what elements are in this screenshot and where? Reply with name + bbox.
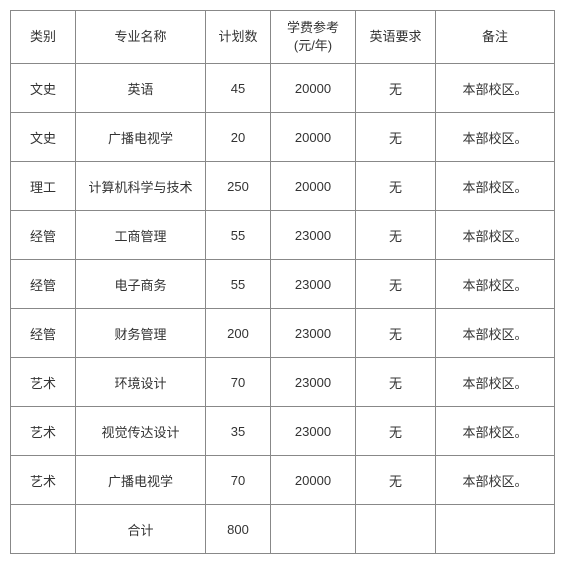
table-row: 经管电子商务5523000无本部校区。 — [11, 260, 555, 309]
cell-c3: 23000 — [271, 358, 356, 407]
cell-c2: 55 — [206, 211, 271, 260]
cell-c3: 20000 — [271, 162, 356, 211]
cell-c3: 23000 — [271, 309, 356, 358]
cell-c5: 本部校区。 — [436, 456, 555, 505]
col-header-remark: 备注 — [436, 11, 555, 64]
cell-c0: 经管 — [11, 309, 76, 358]
cell-c0: 艺术 — [11, 456, 76, 505]
cell-c2: 70 — [206, 358, 271, 407]
cell-c3: 23000 — [271, 260, 356, 309]
col-header-plan: 计划数 — [206, 11, 271, 64]
footer-english — [356, 505, 436, 554]
tuition-label-line1: 学费参考 — [287, 20, 339, 35]
cell-c3: 23000 — [271, 407, 356, 456]
footer-category — [11, 505, 76, 554]
cell-c0: 艺术 — [11, 407, 76, 456]
cell-c1: 财务管理 — [76, 309, 206, 358]
cell-c4: 无 — [356, 162, 436, 211]
col-header-category: 类别 — [11, 11, 76, 64]
cell-c0: 理工 — [11, 162, 76, 211]
cell-c4: 无 — [356, 456, 436, 505]
table-row: 艺术广播电视学7020000无本部校区。 — [11, 456, 555, 505]
cell-c4: 无 — [356, 260, 436, 309]
enrollment-table: 类别 专业名称 计划数 学费参考 (元/年) 英语要求 备注 文史英语45200… — [10, 10, 555, 554]
cell-c0: 艺术 — [11, 358, 76, 407]
table-row: 经管财务管理20023000无本部校区。 — [11, 309, 555, 358]
cell-c3: 20000 — [271, 456, 356, 505]
cell-c5: 本部校区。 — [436, 162, 555, 211]
table-footer-row: 合计 800 — [11, 505, 555, 554]
cell-c1: 广播电视学 — [76, 456, 206, 505]
cell-c5: 本部校区。 — [436, 407, 555, 456]
cell-c1: 工商管理 — [76, 211, 206, 260]
cell-c2: 55 — [206, 260, 271, 309]
cell-c1: 视觉传达设计 — [76, 407, 206, 456]
cell-c2: 250 — [206, 162, 271, 211]
table-row: 文史英语4520000无本部校区。 — [11, 64, 555, 113]
cell-c3: 20000 — [271, 64, 356, 113]
table-row: 经管工商管理5523000无本部校区。 — [11, 211, 555, 260]
cell-c5: 本部校区。 — [436, 260, 555, 309]
cell-c5: 本部校区。 — [436, 113, 555, 162]
cell-c4: 无 — [356, 113, 436, 162]
table-row: 艺术环境设计7023000无本部校区。 — [11, 358, 555, 407]
table-row: 理工计算机科学与技术25020000无本部校区。 — [11, 162, 555, 211]
cell-c2: 35 — [206, 407, 271, 456]
cell-c5: 本部校区。 — [436, 309, 555, 358]
footer-total-label: 合计 — [76, 505, 206, 554]
table-row: 艺术视觉传达设计3523000无本部校区。 — [11, 407, 555, 456]
cell-c2: 200 — [206, 309, 271, 358]
tuition-label-line2: (元/年) — [294, 38, 332, 53]
col-header-major: 专业名称 — [76, 11, 206, 64]
table-header-row: 类别 专业名称 计划数 学费参考 (元/年) 英语要求 备注 — [11, 11, 555, 64]
footer-tuition — [271, 505, 356, 554]
cell-c1: 广播电视学 — [76, 113, 206, 162]
cell-c3: 20000 — [271, 113, 356, 162]
cell-c3: 23000 — [271, 211, 356, 260]
cell-c4: 无 — [356, 64, 436, 113]
cell-c4: 无 — [356, 309, 436, 358]
cell-c1: 环境设计 — [76, 358, 206, 407]
cell-c5: 本部校区。 — [436, 64, 555, 113]
table-body: 文史英语4520000无本部校区。文史广播电视学2020000无本部校区。理工计… — [11, 64, 555, 505]
col-header-tuition: 学费参考 (元/年) — [271, 11, 356, 64]
col-header-english: 英语要求 — [356, 11, 436, 64]
footer-remark — [436, 505, 555, 554]
cell-c5: 本部校区。 — [436, 211, 555, 260]
cell-c0: 经管 — [11, 260, 76, 309]
cell-c2: 45 — [206, 64, 271, 113]
cell-c1: 电子商务 — [76, 260, 206, 309]
cell-c4: 无 — [356, 407, 436, 456]
footer-total-value: 800 — [206, 505, 271, 554]
cell-c0: 经管 — [11, 211, 76, 260]
cell-c2: 20 — [206, 113, 271, 162]
cell-c0: 文史 — [11, 64, 76, 113]
cell-c1: 英语 — [76, 64, 206, 113]
cell-c4: 无 — [356, 358, 436, 407]
cell-c0: 文史 — [11, 113, 76, 162]
cell-c2: 70 — [206, 456, 271, 505]
table-row: 文史广播电视学2020000无本部校区。 — [11, 113, 555, 162]
cell-c4: 无 — [356, 211, 436, 260]
cell-c1: 计算机科学与技术 — [76, 162, 206, 211]
cell-c5: 本部校区。 — [436, 358, 555, 407]
